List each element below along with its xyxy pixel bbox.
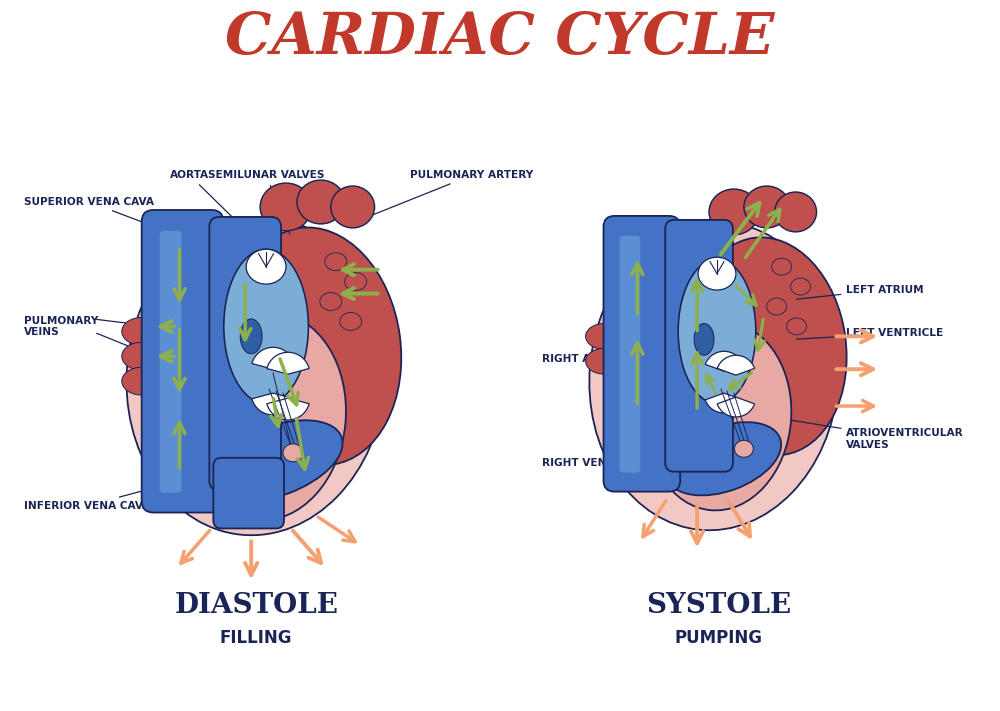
Text: SUPERIOR VENA CAVA: SUPERIOR VENA CAVA	[24, 197, 171, 233]
Text: ATRIOVENTRICULAR
VALVES: ATRIOVENTRICULAR VALVES	[786, 419, 964, 449]
FancyBboxPatch shape	[209, 217, 281, 491]
Ellipse shape	[246, 250, 286, 284]
Ellipse shape	[224, 250, 308, 404]
Ellipse shape	[260, 183, 312, 231]
Ellipse shape	[772, 258, 792, 275]
Ellipse shape	[230, 228, 401, 465]
Ellipse shape	[122, 342, 162, 370]
Ellipse shape	[345, 272, 367, 291]
Ellipse shape	[691, 237, 847, 455]
Text: LEFT VENTRICLE: LEFT VENTRICLE	[796, 328, 944, 339]
Text: LEFT ATRIUM: LEFT ATRIUM	[796, 284, 924, 299]
Ellipse shape	[667, 422, 781, 496]
Ellipse shape	[283, 444, 303, 461]
Text: RIGHT ATRIUM: RIGHT ATRIUM	[542, 340, 674, 364]
FancyBboxPatch shape	[213, 458, 284, 528]
Ellipse shape	[775, 192, 817, 232]
Ellipse shape	[647, 321, 791, 510]
Ellipse shape	[340, 312, 362, 331]
Text: SEMILUNAR VALVES: SEMILUNAR VALVES	[208, 170, 324, 234]
Ellipse shape	[126, 217, 386, 535]
Ellipse shape	[122, 367, 162, 395]
Ellipse shape	[767, 298, 787, 315]
Ellipse shape	[297, 180, 345, 224]
FancyBboxPatch shape	[665, 220, 733, 471]
Ellipse shape	[122, 317, 162, 346]
Text: CARDIAC CYCLE: CARDIAC CYCLE	[225, 9, 775, 66]
Ellipse shape	[589, 222, 839, 530]
Text: PUMPING: PUMPING	[675, 629, 763, 647]
Text: DIASTOLE: DIASTOLE	[174, 592, 338, 619]
FancyBboxPatch shape	[604, 216, 680, 491]
FancyBboxPatch shape	[619, 236, 640, 473]
FancyBboxPatch shape	[160, 231, 181, 493]
Text: PULMONARY
VEINS: PULMONARY VEINS	[24, 316, 99, 337]
Text: AORTA: AORTA	[170, 170, 237, 222]
Wedge shape	[267, 398, 309, 420]
Ellipse shape	[331, 186, 375, 228]
Ellipse shape	[709, 189, 759, 235]
Wedge shape	[252, 393, 294, 415]
Wedge shape	[717, 356, 755, 375]
Ellipse shape	[698, 257, 736, 290]
Wedge shape	[717, 397, 755, 417]
Ellipse shape	[787, 318, 807, 335]
Text: PULMONARY ARTERY: PULMONARY ARTERY	[345, 170, 534, 226]
Ellipse shape	[744, 186, 790, 228]
Ellipse shape	[586, 348, 623, 374]
Wedge shape	[267, 352, 309, 374]
Ellipse shape	[325, 252, 347, 271]
Ellipse shape	[209, 420, 343, 501]
Ellipse shape	[791, 278, 811, 295]
Ellipse shape	[694, 324, 714, 356]
FancyBboxPatch shape	[142, 210, 223, 513]
Text: RIGHT VENTRICLE: RIGHT VENTRICLE	[542, 447, 684, 468]
Ellipse shape	[586, 324, 623, 349]
Wedge shape	[705, 351, 743, 371]
Ellipse shape	[678, 260, 756, 404]
Text: INFERIOR VENA CAVA: INFERIOR VENA CAVA	[24, 483, 171, 510]
Wedge shape	[705, 393, 743, 413]
Ellipse shape	[186, 311, 346, 520]
Wedge shape	[252, 347, 294, 369]
Text: FILLING: FILLING	[220, 629, 292, 647]
Text: SYSTOLE: SYSTOLE	[646, 592, 792, 619]
Ellipse shape	[734, 440, 753, 457]
Ellipse shape	[240, 319, 262, 354]
Ellipse shape	[320, 292, 342, 311]
